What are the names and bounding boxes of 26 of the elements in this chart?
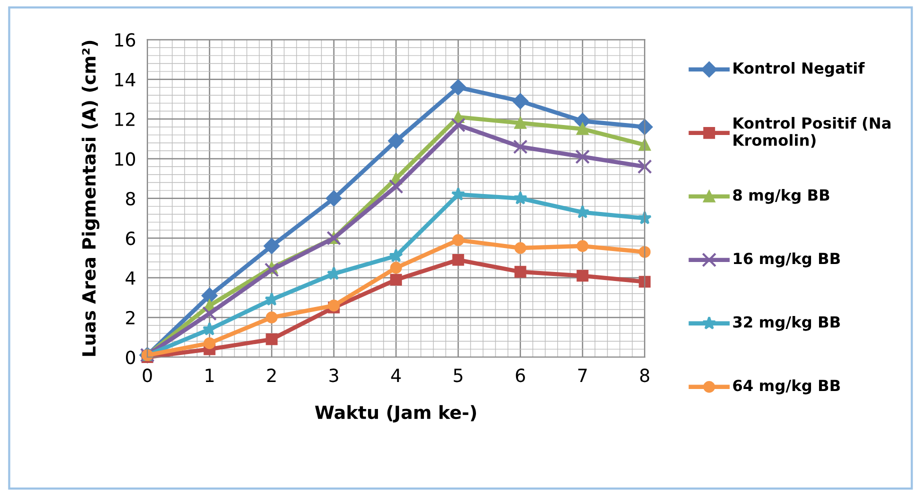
x-tick-label: 1: [206, 368, 214, 382]
x-tick-label: 0: [142, 368, 152, 382]
y-tick-label: 16: [115, 33, 136, 47]
legend-label: 32 mg/kg BB: [733, 316, 840, 331]
x-axis-title: Waktu (Jam ke-): [315, 405, 476, 422]
legend-label: 64 mg/kg BB: [733, 379, 840, 394]
y-axis-title: Luas Area Pigmentasi (A) (cm²): [82, 40, 100, 356]
x-tick-label: 8: [640, 368, 650, 382]
legend-label: 8 mg/kg BB: [733, 188, 830, 204]
x-tick-label: 4: [391, 368, 401, 382]
x-tick-label: 6: [516, 368, 525, 382]
x-tick-label: 2: [267, 368, 276, 382]
x-tick-label: 7: [578, 368, 587, 382]
y-tick-label: 2: [126, 310, 134, 324]
y-tick-label: 4: [126, 271, 136, 285]
y-tick-label: 8: [126, 192, 136, 206]
y-tick-label: 10: [115, 152, 136, 166]
x-tick-label: 5: [454, 368, 462, 382]
y-tick-label: 14: [115, 73, 136, 86]
x-tick-label: 3: [329, 368, 338, 382]
legend-label: Kontrol Positif (Na Kromolin): [734, 116, 890, 148]
y-tick-label: 6: [126, 232, 136, 246]
y-tick-label: 12: [115, 112, 134, 126]
y-tick-label: 0: [126, 350, 136, 364]
legend-label: Kontrol Negatif: [734, 62, 865, 77]
legend-label: 16 mg/kg BB: [734, 252, 840, 268]
